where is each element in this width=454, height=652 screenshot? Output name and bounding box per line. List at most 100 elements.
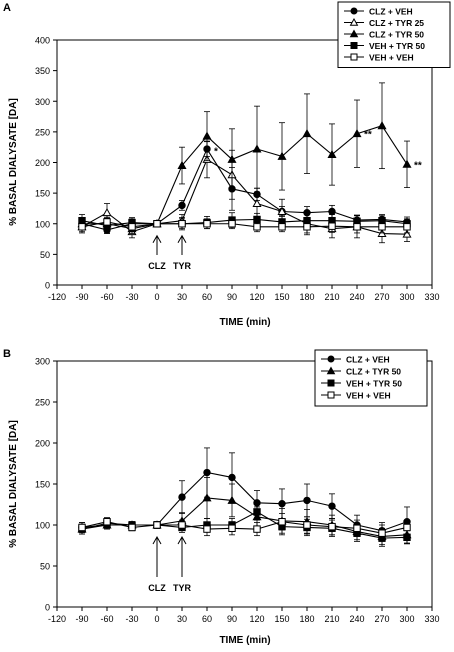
panel-b-data-point — [228, 524, 236, 532]
panel-a-legend-label: CLZ + VEH — [369, 7, 413, 17]
panel-b-data-point — [303, 521, 311, 529]
panel-a-x-tick-label: 180 — [299, 292, 314, 302]
panel-b-data-point — [203, 468, 211, 477]
panel-a-x-tick-label: 300 — [399, 292, 414, 302]
panel-b-legend-marker — [327, 391, 335, 399]
panel-a-data-point — [227, 154, 237, 163]
panel-b-x-tick-label: -30 — [125, 614, 138, 624]
panel-a-series-veh-veh — [78, 215, 411, 234]
panel-a-data-point — [402, 159, 412, 168]
panel-a-legend-marker — [349, 18, 359, 26]
panel-b-x-tick-label: 120 — [249, 614, 264, 624]
panel-a-arrow-head — [152, 234, 162, 243]
panel-a-legend-marker — [350, 7, 358, 15]
panel-a-x-tick-label: -90 — [75, 292, 88, 302]
panel-a-data-point — [128, 223, 136, 231]
panel-a-arrow-head — [177, 234, 187, 243]
panel-b-x-tick-label: 330 — [424, 614, 439, 624]
panel-a-legend-entry: CLZ + TYR 50 — [344, 30, 424, 40]
panel-a-x-tick-label: 330 — [424, 292, 439, 302]
panel-b-series-line — [81, 511, 408, 539]
panel-b-legend-label: VEH + VEH — [346, 391, 391, 401]
panel-b-legend-label: CLZ + TYR 50 — [346, 367, 401, 377]
panel-a-data-point — [302, 129, 312, 138]
panel-a-data-point — [327, 149, 337, 158]
panel-b-data-point — [278, 499, 286, 508]
panel-b-series-veh-veh — [78, 513, 411, 542]
panel-b-arrow-label: TYR — [173, 583, 192, 593]
panel-a-x-tick-label: -120 — [48, 292, 66, 302]
panel-a-y-tick-label: 100 — [35, 219, 50, 229]
panel-b-x-tick-label: 180 — [299, 614, 314, 624]
panel-a-data-point — [277, 151, 287, 160]
panel-a-data-point — [78, 223, 86, 231]
panel-a-y-tick-label: 250 — [35, 127, 50, 137]
panel-b-legend-marker — [327, 355, 335, 363]
panel-b-data-point — [178, 493, 186, 501]
panel-a-data-point — [278, 223, 286, 231]
panel-a-data-point — [178, 201, 186, 210]
panel-a-legend-marker — [350, 53, 358, 61]
panel-b-arrow-label: CLZ — [148, 583, 166, 593]
panel-a-y-tick-label: 400 — [35, 36, 50, 46]
panel-a-x-tick-label: 0 — [154, 292, 159, 302]
panel-b-data-point — [303, 496, 311, 505]
panel-a-series-line — [81, 221, 407, 228]
panel-a-significance-mark: ** — [364, 130, 372, 141]
panel-a-x-tick-label: 60 — [202, 292, 212, 302]
panel-b-x-tick-label: 90 — [227, 614, 237, 624]
panel-a-data-point — [378, 223, 386, 231]
panel-b: B 0 50 100 150 200 250 300 -120 -90 -60 -30 0 30 60 90… — [3, 348, 440, 646]
panel-a-x-tick-label: 90 — [227, 292, 237, 302]
panel-a-data-point — [377, 121, 387, 130]
panel-a-data-point — [178, 220, 186, 228]
panel-a-arrow-label: CLZ — [148, 261, 166, 271]
panel-b-legend-label: VEH + TYR 50 — [346, 379, 402, 389]
panel-b-data-point — [353, 524, 361, 532]
panel-a-y-axis-label: % BASAL DIALYSATE [DA] — [8, 98, 19, 226]
panel-a-data-point — [153, 220, 161, 228]
panel-a-x-tick-label: -60 — [100, 292, 113, 302]
panel-a-data-point — [228, 220, 236, 228]
panel-a: A 0 50 100 150 200 250 300 350 400 -120 -90 -60 -30 0… — [3, 1, 451, 328]
panel-a-data-point — [328, 207, 336, 216]
panel-a-data-point — [328, 222, 336, 230]
panel-b-x-tick-label: 270 — [374, 614, 389, 624]
panel-b-x-tick-label: 60 — [202, 614, 212, 624]
panel-a-data-point — [252, 198, 262, 207]
panel-b-x-tick-label: 0 — [154, 614, 159, 624]
panel-a-x-tick-label: 30 — [177, 292, 187, 302]
panel-a-legend-label: CLZ + TYR 25 — [369, 18, 424, 28]
panel-a-series-line — [82, 125, 408, 230]
panel-a-data-point — [252, 144, 262, 153]
panel-a-data-point — [277, 206, 287, 215]
panel-b-legend-marker — [326, 366, 336, 375]
panel-b-legend-marker — [327, 379, 335, 387]
panel-b-data-point — [403, 523, 411, 532]
panel-b-arrow-head — [152, 535, 162, 545]
panel-a-label: A — [3, 2, 11, 14]
panel-a-x-tick-label: 240 — [349, 292, 364, 302]
panel-b-y-tick-label: 100 — [35, 521, 50, 531]
panel-b-y-tick-label: 50 — [40, 562, 50, 572]
panel-a-series-line — [81, 218, 408, 227]
panel-a-x-tick-label: 210 — [324, 292, 339, 302]
panel-a-y-tick-label: 300 — [35, 97, 50, 107]
panel-b-data-point — [253, 525, 261, 533]
panel-a-data-point — [103, 218, 111, 226]
panel-b-data-point — [203, 525, 211, 533]
panel-a-legend-label: VEH + VEH — [369, 53, 414, 63]
panel-a-x-tick-label: 270 — [374, 292, 389, 302]
panel-b-data-point — [227, 495, 237, 504]
panel-b-data-point — [103, 518, 111, 526]
panel-b-data-point — [228, 473, 236, 482]
panel-b-y-tick-label: 200 — [35, 439, 50, 449]
panel-a-y-tick-label: 150 — [35, 189, 50, 199]
panel-b-data-point — [328, 502, 336, 510]
panel-b-arrow-head — [177, 535, 187, 545]
panel-a-data-point — [403, 223, 411, 231]
panel-a-legend-marker — [350, 42, 358, 49]
panel-b-data-point — [202, 493, 212, 502]
panel-b-x-tick-label: 30 — [177, 614, 187, 624]
